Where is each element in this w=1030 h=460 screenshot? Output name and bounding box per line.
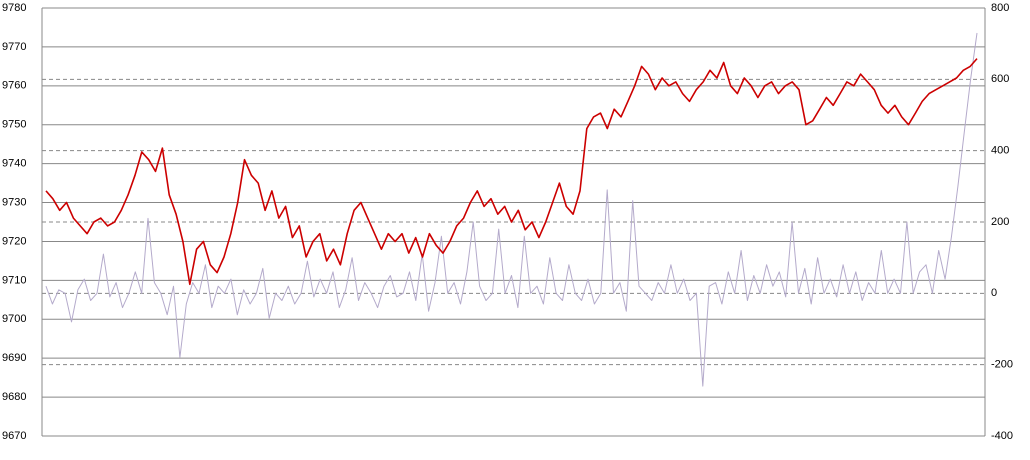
y-tick-label: 9750 (2, 119, 26, 131)
y2-tick-label: 600 (991, 73, 1009, 85)
y-tick-label: 9720 (2, 235, 26, 247)
y2-tick-label: 400 (991, 145, 1009, 157)
y-tick-label: 9730 (2, 196, 26, 208)
y-tick-label: 9770 (2, 41, 26, 53)
series-line (45, 58, 978, 286)
y-tick-label: 9710 (2, 274, 26, 286)
y2-tick-label: -200 (991, 359, 1013, 371)
y-tick-label: 9690 (2, 352, 26, 364)
y-tick-label: 9740 (2, 158, 26, 170)
y2-tick-label: 200 (991, 216, 1009, 228)
y-tick-label: 9670 (2, 430, 26, 442)
y-tick-label: 9700 (2, 313, 26, 325)
y-tick-label: 9680 (2, 391, 26, 403)
y-tick-label: 9780 (2, 2, 26, 14)
y-tick-label: 9760 (2, 80, 26, 92)
y2-tick-label: 800 (991, 2, 1009, 14)
y2-tick-label: 0 (991, 287, 997, 299)
y2-tick-label: -400 (991, 430, 1013, 442)
series-line (45, 32, 978, 387)
